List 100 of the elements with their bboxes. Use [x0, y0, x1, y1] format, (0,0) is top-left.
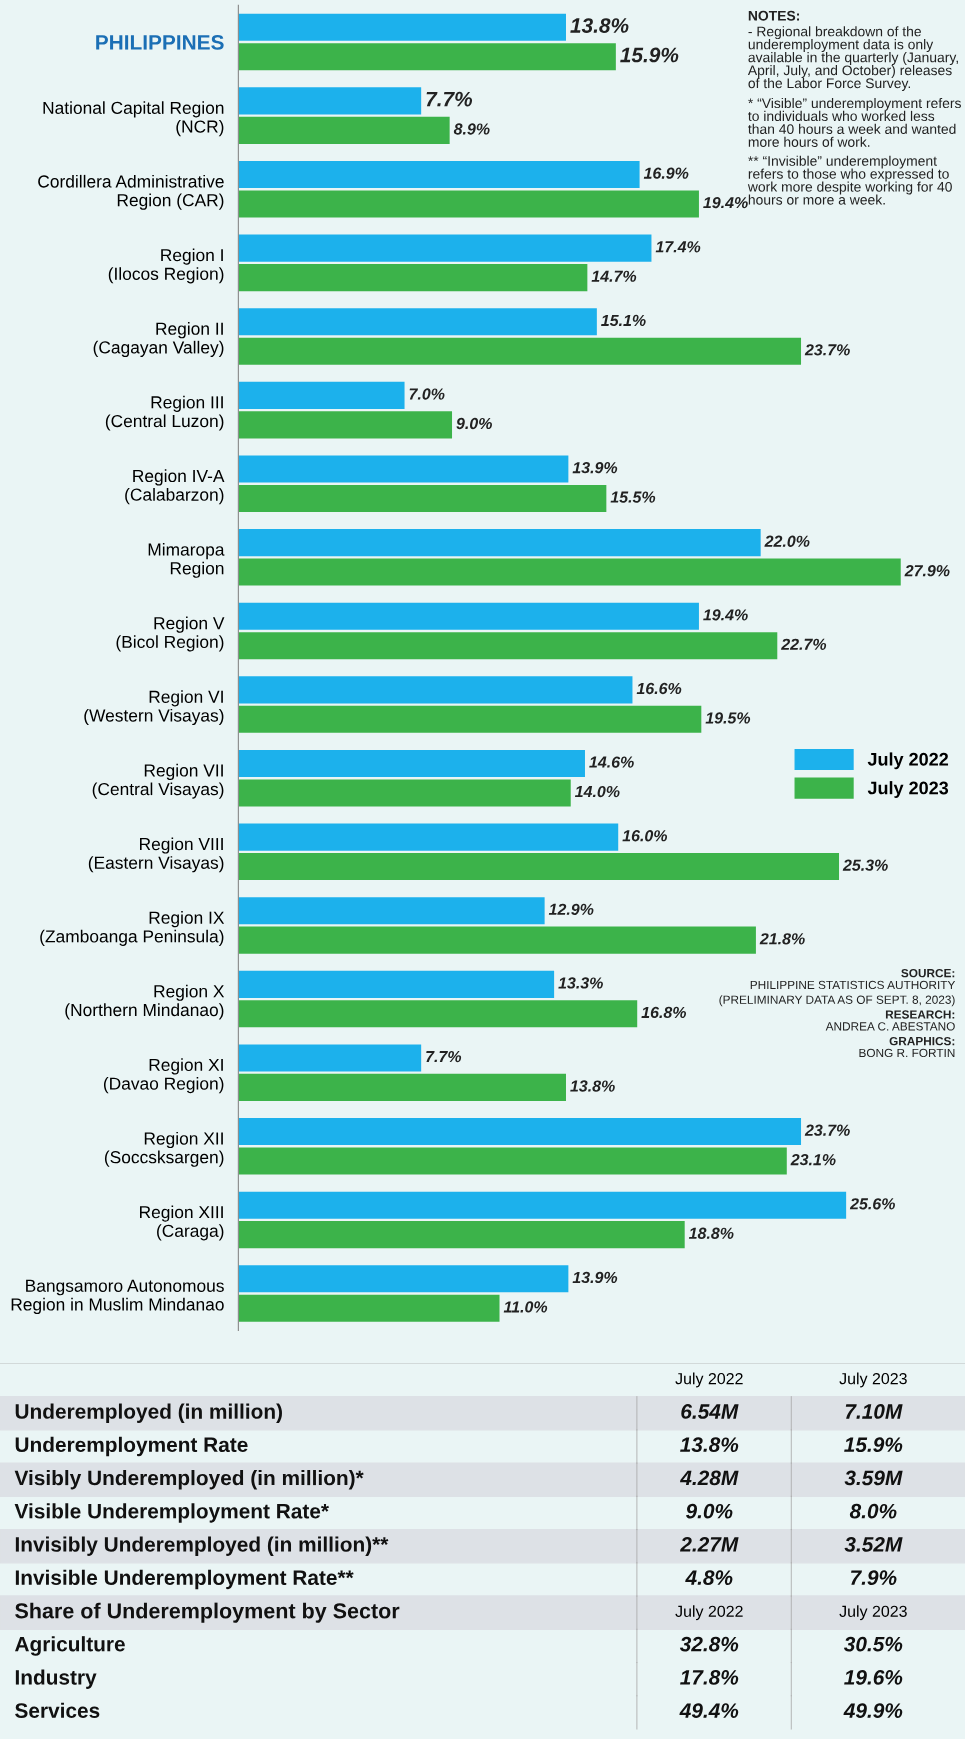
annotation: GRAPHICS:	[889, 1036, 955, 1046]
y-tick-label: PHILIPPINES	[96, 35, 224, 50]
text: Industry	[15, 1669, 97, 1689]
annotation: NOTES:	[748, 10, 800, 21]
y-tick-label: Region VII (Central Visayas)	[92, 763, 224, 799]
data-label: 22.7%	[781, 638, 827, 650]
y-tick-label: Region VI (Western Visayas)	[84, 690, 224, 726]
text: Agriculture	[14, 1636, 125, 1656]
y-tick-label: Cordillera Administrative Region (CAR)	[38, 174, 224, 210]
data-label: 7.0%	[409, 388, 445, 400]
text: Underemployment Rate	[15, 1436, 248, 1457]
annotation: ** “Invisible” underemployment refers to those who expressed to work more despite working for 40 hours or more a week.	[747, 155, 952, 205]
data-label: 15.1%	[601, 314, 646, 327]
y-tick-label: Region VIII (Eastern Visayas)	[88, 837, 224, 873]
y-tick-label: National Capital Region (NCR)	[43, 101, 224, 137]
data-label: 9.0%	[456, 417, 492, 430]
bar	[238, 1294, 500, 1322]
text: Services	[15, 1702, 100, 1718]
data-label: 23.7%	[804, 1124, 850, 1136]
data-label: 27.9%	[904, 565, 950, 577]
data-label: 11.0%	[503, 1301, 548, 1313]
bar	[238, 632, 778, 660]
source-note: SOURCE:	[901, 968, 955, 978]
data-label: 14.6%	[589, 756, 634, 768]
text: Share of Underemployment by Sector	[15, 1602, 400, 1623]
text: Visibly Underemployed (in million)*	[14, 1470, 364, 1490]
text: 4.28M	[679, 1470, 739, 1486]
bar	[238, 234, 652, 262]
data-label: 21.8%	[759, 933, 805, 945]
y-tick-label: Region XII (Soccsksargen)	[104, 1131, 224, 1167]
bar	[238, 1147, 787, 1175]
bar	[238, 190, 699, 218]
data-label: 14.0%	[574, 785, 620, 798]
data-label: 16.8%	[641, 1006, 687, 1019]
text: 2.27M	[680, 1537, 739, 1552]
text: 9.0%	[686, 1503, 733, 1519]
text: Underemployed (in million)	[15, 1403, 282, 1423]
bar	[238, 1191, 847, 1219]
bar	[238, 87, 422, 115]
y-tick-label: Region IX (Zamboanga Peninsula)	[40, 911, 225, 946]
bar	[238, 529, 761, 557]
text: Invisibly Underemployed (in million)**	[15, 1536, 389, 1556]
data-label: 25.6%	[849, 1198, 895, 1210]
data-label: 22.0%	[764, 535, 810, 547]
text: 8.0%	[849, 1503, 897, 1519]
bar	[238, 1221, 685, 1249]
y-tick-label: Mimaropa Region	[148, 542, 225, 578]
bar	[238, 705, 702, 733]
annotation: BONG R. FORTIN	[859, 1048, 955, 1058]
data-label: 16.9%	[643, 167, 689, 179]
text: July 2022	[675, 1372, 743, 1388]
bar	[238, 455, 569, 483]
data-label: 23.1%	[790, 1153, 836, 1166]
bar	[238, 308, 597, 336]
data-label: 19.5%	[705, 712, 751, 724]
data-label: 17.4%	[655, 241, 701, 253]
bar	[238, 1265, 569, 1293]
data-label: 15.5%	[610, 491, 656, 503]
y-tick-label: Region I (Ilocos Region)	[108, 248, 224, 284]
bar	[238, 411, 453, 439]
bar	[238, 853, 840, 881]
text: 49.4%	[679, 1703, 739, 1718]
bar	[238, 779, 571, 807]
text: 17.8%	[680, 1670, 739, 1685]
bar	[238, 602, 699, 630]
bar	[238, 116, 450, 144]
text: 3.59M	[844, 1470, 903, 1486]
bar	[238, 13, 566, 41]
y-tick-label: Region XI (Davao Region)	[103, 1058, 224, 1094]
text: Invisible Underemployment Rate**	[15, 1569, 354, 1590]
data-label: 13.8%	[570, 18, 629, 33]
bar	[238, 676, 633, 704]
bar	[238, 43, 616, 71]
y-tick-label: Bangsamoro Autonomous Region in Muslim Mindanao	[11, 1279, 224, 1315]
text: 32.8%	[679, 1636, 739, 1652]
y-tick-label: Region III (Central Luzon)	[105, 395, 224, 431]
text: 15.9%	[844, 1437, 903, 1453]
data-label: 16.6%	[636, 682, 682, 695]
bar	[238, 1000, 638, 1028]
annotation: PHILIPPINE STATISTICS AUTHORITY	[750, 980, 956, 990]
data-label: 14.7%	[591, 270, 637, 282]
legend-label: July 2023	[867, 781, 949, 798]
text: 4.8%	[685, 1570, 733, 1586]
bar	[238, 558, 901, 586]
data-label: 25.3%	[842, 859, 888, 871]
bar	[238, 823, 619, 851]
legend-label: July 2022	[867, 752, 949, 770]
data-label: 19.4%	[703, 196, 748, 209]
data-label: 13.9%	[572, 461, 618, 474]
text: July 2023	[839, 1372, 907, 1388]
bar	[238, 926, 756, 954]
bar	[238, 970, 555, 998]
y-tick-label: Region X (Northern Mindanao)	[65, 984, 225, 1020]
data-label: 12.9%	[548, 903, 594, 915]
bar	[238, 1118, 802, 1146]
bar	[238, 749, 585, 778]
text: 13.8%	[680, 1437, 739, 1453]
text: 30.5%	[843, 1636, 903, 1652]
bar	[238, 264, 588, 292]
annotation: ANDREA C. ABESTANO	[825, 1022, 955, 1031]
